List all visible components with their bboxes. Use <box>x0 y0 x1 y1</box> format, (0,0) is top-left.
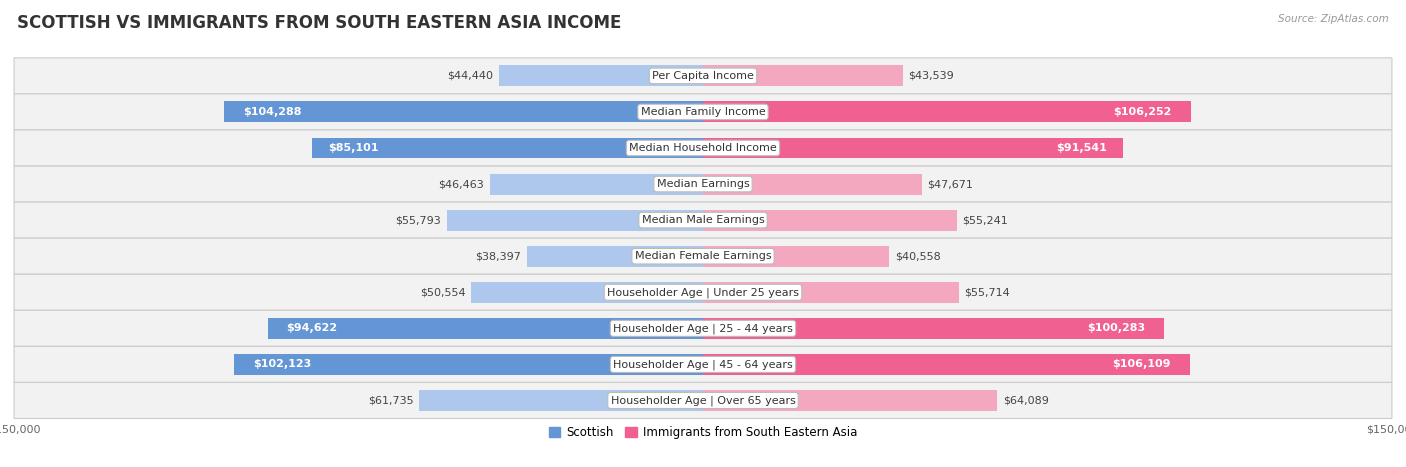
Text: $44,440: $44,440 <box>447 71 494 81</box>
Text: $55,241: $55,241 <box>962 215 1008 225</box>
Bar <box>703 101 1191 122</box>
Text: $46,463: $46,463 <box>439 179 484 189</box>
Bar <box>703 210 956 231</box>
Text: $55,793: $55,793 <box>395 215 441 225</box>
Text: Source: ZipAtlas.com: Source: ZipAtlas.com <box>1278 14 1389 24</box>
FancyBboxPatch shape <box>14 58 1392 94</box>
Text: $43,539: $43,539 <box>908 71 955 81</box>
FancyBboxPatch shape <box>14 202 1392 238</box>
Text: $106,109: $106,109 <box>1112 360 1171 369</box>
Text: $85,101: $85,101 <box>328 143 378 153</box>
Text: Median Family Income: Median Family Income <box>641 107 765 117</box>
Bar <box>703 282 959 303</box>
Text: SCOTTISH VS IMMIGRANTS FROM SOUTH EASTERN ASIA INCOME: SCOTTISH VS IMMIGRANTS FROM SOUTH EASTER… <box>17 14 621 32</box>
Text: $106,252: $106,252 <box>1114 107 1171 117</box>
Text: Householder Age | 45 - 64 years: Householder Age | 45 - 64 years <box>613 359 793 370</box>
Text: Median Female Earnings: Median Female Earnings <box>634 251 772 261</box>
Bar <box>419 390 703 411</box>
Text: $38,397: $38,397 <box>475 251 522 261</box>
FancyBboxPatch shape <box>14 130 1392 166</box>
Text: Median Household Income: Median Household Income <box>628 143 778 153</box>
Text: Per Capita Income: Per Capita Income <box>652 71 754 81</box>
Bar <box>703 138 1123 158</box>
Bar <box>471 282 703 303</box>
Bar <box>703 65 903 86</box>
FancyBboxPatch shape <box>14 347 1392 382</box>
Bar <box>269 318 703 339</box>
Bar <box>703 354 1191 375</box>
Bar <box>703 246 889 267</box>
Bar <box>224 101 703 122</box>
Text: $104,288: $104,288 <box>243 107 302 117</box>
Text: $50,554: $50,554 <box>419 287 465 297</box>
Text: $40,558: $40,558 <box>894 251 941 261</box>
Bar <box>233 354 703 375</box>
FancyBboxPatch shape <box>14 382 1392 418</box>
Bar <box>703 390 997 411</box>
Text: $91,541: $91,541 <box>1056 143 1107 153</box>
Text: Median Male Earnings: Median Male Earnings <box>641 215 765 225</box>
Text: $55,714: $55,714 <box>965 287 1010 297</box>
FancyBboxPatch shape <box>14 166 1392 202</box>
Text: $64,089: $64,089 <box>1002 396 1049 405</box>
Text: $100,283: $100,283 <box>1087 323 1144 333</box>
Bar <box>489 174 703 195</box>
FancyBboxPatch shape <box>14 310 1392 347</box>
Bar <box>447 210 703 231</box>
Bar <box>499 65 703 86</box>
Text: $94,622: $94,622 <box>285 323 337 333</box>
FancyBboxPatch shape <box>14 238 1392 274</box>
Legend: Scottish, Immigrants from South Eastern Asia: Scottish, Immigrants from South Eastern … <box>544 421 862 444</box>
Bar <box>703 318 1164 339</box>
Text: $102,123: $102,123 <box>253 360 311 369</box>
FancyBboxPatch shape <box>14 94 1392 130</box>
Bar <box>527 246 703 267</box>
FancyBboxPatch shape <box>14 274 1392 310</box>
Text: Householder Age | Over 65 years: Householder Age | Over 65 years <box>610 395 796 406</box>
Text: $61,735: $61,735 <box>368 396 413 405</box>
Text: Householder Age | Under 25 years: Householder Age | Under 25 years <box>607 287 799 297</box>
Text: $47,671: $47,671 <box>928 179 973 189</box>
Text: Median Earnings: Median Earnings <box>657 179 749 189</box>
Bar <box>312 138 703 158</box>
Text: Householder Age | 25 - 44 years: Householder Age | 25 - 44 years <box>613 323 793 333</box>
Bar <box>703 174 922 195</box>
